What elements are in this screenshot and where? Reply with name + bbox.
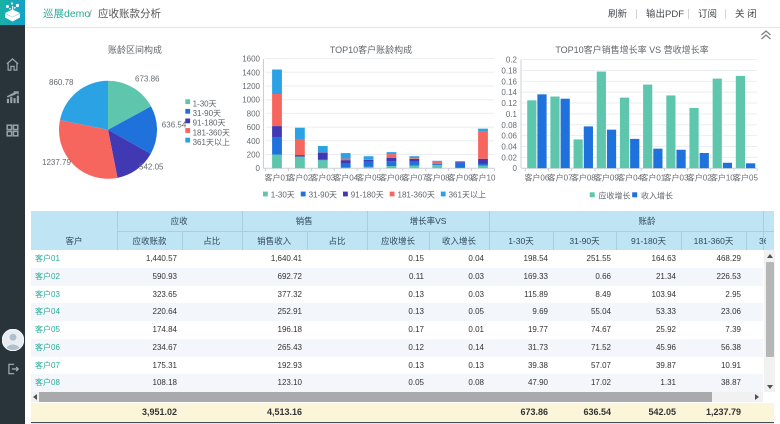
svg-text:客户07: 客户07: [548, 173, 573, 183]
svg-text:TOP10客户账龄构成: TOP10客户账龄构成: [330, 44, 412, 55]
svg-text:应收增长: 应收增长: [599, 190, 631, 200]
svg-text:账龄区间构成: 账龄区间构成: [108, 44, 162, 55]
svg-text:636.54: 636.54: [162, 121, 187, 130]
svg-text:客户01: 客户01: [640, 173, 665, 183]
svg-text:客户02: 客户02: [687, 173, 712, 183]
svg-text:0: 0: [513, 164, 518, 173]
svg-text:客户07: 客户07: [402, 173, 427, 183]
svg-text:0.08: 0.08: [501, 121, 517, 130]
svg-text:181-360天: 181-360天: [193, 128, 230, 137]
svg-text:客户04: 客户04: [333, 173, 358, 183]
svg-text:0.2: 0.2: [506, 56, 518, 65]
svg-text:1200: 1200: [242, 82, 260, 91]
svg-text:客户05: 客户05: [733, 173, 758, 183]
svg-text:0.02: 0.02: [501, 153, 517, 162]
svg-text:31-90天: 31-90天: [193, 109, 221, 118]
svg-text:客户08: 客户08: [571, 173, 596, 183]
svg-text:0.14: 0.14: [501, 88, 517, 97]
svg-text:860.78: 860.78: [49, 78, 74, 87]
svg-text:673.86: 673.86: [135, 75, 160, 84]
svg-text:客户10: 客户10: [710, 173, 735, 183]
svg-text:客户06: 客户06: [379, 173, 404, 183]
svg-text:400: 400: [247, 137, 261, 146]
svg-text:0.18: 0.18: [501, 67, 517, 76]
svg-text:600: 600: [247, 123, 261, 132]
svg-text:1-30天: 1-30天: [193, 100, 217, 109]
svg-text:0.1: 0.1: [506, 110, 518, 119]
svg-text:1237.79: 1237.79: [42, 158, 71, 167]
svg-text:1-30天: 1-30天: [271, 191, 295, 200]
svg-text:客户08: 客户08: [425, 173, 450, 183]
svg-text:客户04: 客户04: [617, 173, 642, 183]
svg-text:0.06: 0.06: [501, 132, 517, 141]
svg-text:客户09: 客户09: [594, 173, 619, 183]
svg-text:0.16: 0.16: [501, 77, 517, 86]
svg-text:361天以上: 361天以上: [193, 138, 230, 147]
svg-text:800: 800: [247, 109, 261, 118]
svg-text:客户03: 客户03: [310, 173, 335, 183]
svg-text:0.12: 0.12: [501, 99, 517, 108]
svg-text:客户06: 客户06: [524, 173, 549, 183]
svg-text:31-90天: 31-90天: [309, 191, 337, 200]
svg-text:1400: 1400: [242, 68, 260, 77]
svg-text:0: 0: [256, 164, 261, 173]
svg-text:91-180天: 91-180天: [193, 119, 226, 128]
svg-text:TOP10客户销售增长率 VS 营收增长率: TOP10客户销售增长率 VS 营收增长率: [555, 44, 708, 55]
svg-text:客户05: 客户05: [356, 173, 381, 183]
svg-text:200: 200: [247, 151, 261, 160]
svg-text:181-360天: 181-360天: [398, 191, 435, 200]
svg-text:收入增长: 收入增长: [641, 190, 673, 200]
svg-text:客户10: 客户10: [471, 173, 496, 183]
svg-text:客户09: 客户09: [448, 173, 473, 183]
svg-text:361天以上: 361天以上: [449, 191, 486, 200]
svg-text:客户02: 客户02: [287, 173, 312, 183]
svg-text:0.04: 0.04: [501, 143, 517, 152]
svg-text:91-180天: 91-180天: [351, 191, 384, 200]
svg-text:客户03: 客户03: [664, 173, 689, 183]
svg-text:542.05: 542.05: [139, 163, 164, 172]
svg-text:客户01: 客户01: [265, 173, 290, 183]
svg-text:1600: 1600: [242, 55, 260, 64]
svg-text:1000: 1000: [242, 96, 260, 105]
